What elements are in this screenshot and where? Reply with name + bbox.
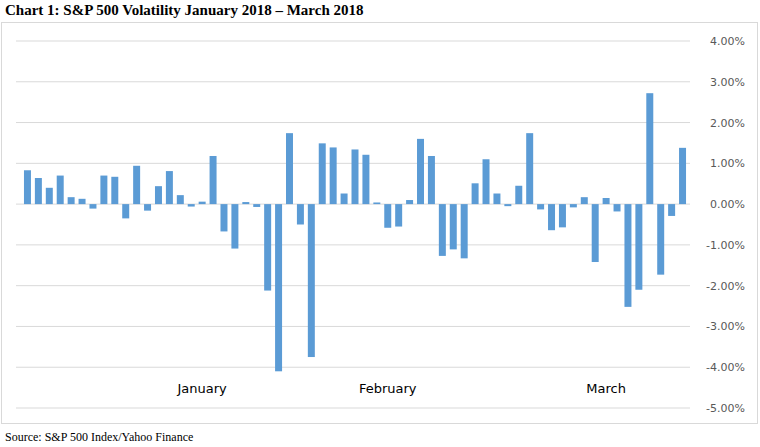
bar	[188, 204, 195, 206]
bar	[395, 204, 402, 226]
bar	[100, 176, 107, 205]
bar	[515, 186, 522, 204]
y-tick-label: -3.00%	[706, 320, 745, 333]
bar	[166, 171, 173, 204]
x-tick-label: March	[586, 381, 626, 396]
bar	[624, 204, 631, 307]
bar	[264, 204, 271, 290]
bar	[46, 188, 53, 204]
grid-line	[16, 285, 690, 286]
bar	[614, 204, 621, 211]
bar	[24, 170, 31, 204]
y-tick-label: 2.00%	[710, 117, 745, 130]
bar	[57, 176, 64, 205]
bar	[297, 204, 304, 224]
bar	[155, 186, 162, 204]
bar	[428, 156, 435, 204]
y-tick-label: -2.00%	[706, 280, 745, 293]
bar	[384, 204, 391, 228]
x-tick-label: January	[176, 381, 227, 396]
bar	[68, 197, 75, 204]
grid-line	[16, 326, 690, 327]
bar	[657, 204, 664, 275]
grid-line	[16, 367, 690, 368]
bar	[417, 139, 424, 204]
title: Chart 1: S&P 500 Volatility January 2018…	[5, 2, 363, 18]
bar	[89, 204, 96, 208]
source: Source: S&P 500 Index/Yahoo Finance	[5, 430, 193, 444]
bar	[646, 93, 653, 204]
bar	[79, 199, 86, 204]
y-tick-label: 1.00%	[710, 157, 745, 170]
bar	[526, 133, 533, 204]
bar	[242, 202, 249, 204]
chart: Chart 1: S&P 500 Volatility January 2018…	[0, 0, 760, 447]
bar	[177, 195, 184, 204]
y-tick-label: 0.00%	[710, 198, 745, 211]
y-tick-label: -4.00%	[706, 361, 745, 374]
y-tick-label: -1.00%	[706, 239, 745, 252]
bar	[581, 197, 588, 204]
bar	[275, 204, 282, 371]
grid-line	[16, 408, 690, 409]
chart-frame	[2, 23, 758, 424]
y-tick-label: -5.00%	[706, 402, 745, 415]
bar	[35, 178, 42, 204]
grid-line	[16, 122, 690, 123]
bar	[210, 156, 217, 204]
bar	[570, 204, 577, 207]
bar	[111, 177, 118, 204]
y-tick-label: 3.00%	[710, 76, 745, 89]
bar	[504, 204, 511, 206]
x-tick-label: February	[359, 381, 417, 396]
bar	[144, 204, 151, 211]
bar	[635, 204, 642, 290]
bar	[199, 202, 206, 204]
bar	[592, 204, 599, 262]
bar	[603, 198, 610, 204]
bar	[668, 204, 675, 216]
bar	[537, 204, 544, 209]
bar	[341, 194, 348, 205]
bar	[483, 159, 490, 204]
bar	[472, 183, 479, 204]
bar	[220, 204, 227, 231]
y-tick-label: 4.00%	[710, 35, 745, 48]
grid-line	[16, 81, 690, 82]
bar	[679, 148, 686, 204]
bar	[406, 200, 413, 204]
bar	[308, 204, 315, 357]
bar	[548, 204, 555, 230]
bar	[373, 202, 380, 204]
grid-line	[16, 244, 690, 245]
bar	[133, 166, 140, 204]
bar	[231, 204, 238, 248]
bar	[450, 204, 457, 249]
grid-line	[16, 41, 690, 42]
bar	[330, 147, 337, 204]
bar	[319, 143, 326, 204]
bar	[559, 204, 566, 227]
bar	[352, 149, 359, 204]
bar	[286, 133, 293, 204]
bar	[461, 204, 468, 258]
bar	[439, 204, 446, 256]
bar	[122, 204, 129, 218]
bar	[362, 155, 369, 204]
bar	[493, 194, 500, 205]
bar	[253, 204, 260, 207]
bars	[24, 93, 686, 371]
